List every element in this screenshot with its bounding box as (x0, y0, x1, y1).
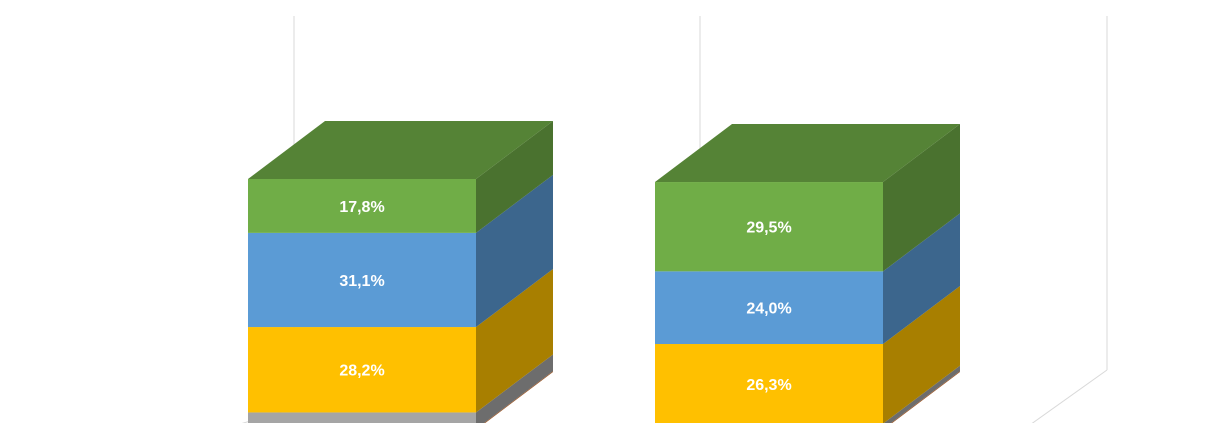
bar-side-s1-c2 (891, 371, 960, 423)
bar-side-s5-c2 (883, 124, 960, 272)
bar-top-s5-c1 (248, 121, 553, 179)
floor-right-edge (1031, 369, 1108, 423)
bar-side-s3-c2 (883, 286, 960, 423)
bar-side-s3-c1 (476, 269, 553, 413)
data-label-s3-c1: 28,2% (339, 363, 384, 380)
bar-side-s1-c1 (484, 371, 553, 423)
data-label-s5-c2: 29,5% (746, 220, 791, 237)
bar-front-s5-c2 (655, 182, 883, 272)
data-label-s3-c2: 26,3% (746, 377, 791, 394)
bar-front-s2-c1 (248, 412, 476, 423)
bar-side-s2-c1 (476, 354, 553, 423)
bar-front-s3-c2 (655, 344, 883, 423)
bar-front-s3-c1 (248, 327, 476, 413)
bars: 28,2% 31,1% 17,8% 26,3% 24,0% 29,5% (248, 121, 960, 423)
bar-front-s4-c2 (655, 271, 883, 345)
bar-side-s2-c2 (883, 365, 960, 423)
bar-front-s4-c1 (248, 232, 476, 328)
bar-side-s4-c2 (883, 213, 960, 345)
data-label-s4-c1: 31,1% (339, 273, 384, 290)
bar-stack-1: 28,2% 31,1% 17,8% (248, 121, 553, 423)
data-label-s5-c1: 17,8% (339, 199, 384, 216)
bar-side-s4-c1 (476, 174, 553, 328)
bar-top-s5-c2 (655, 124, 960, 183)
bar-front-s5-c1 (248, 179, 476, 233)
bar-stack-2: 26,3% 24,0% 29,5% (655, 124, 960, 423)
data-label-s4-c2: 24,0% (746, 301, 791, 318)
bar-side-s5-c1 (476, 121, 553, 233)
